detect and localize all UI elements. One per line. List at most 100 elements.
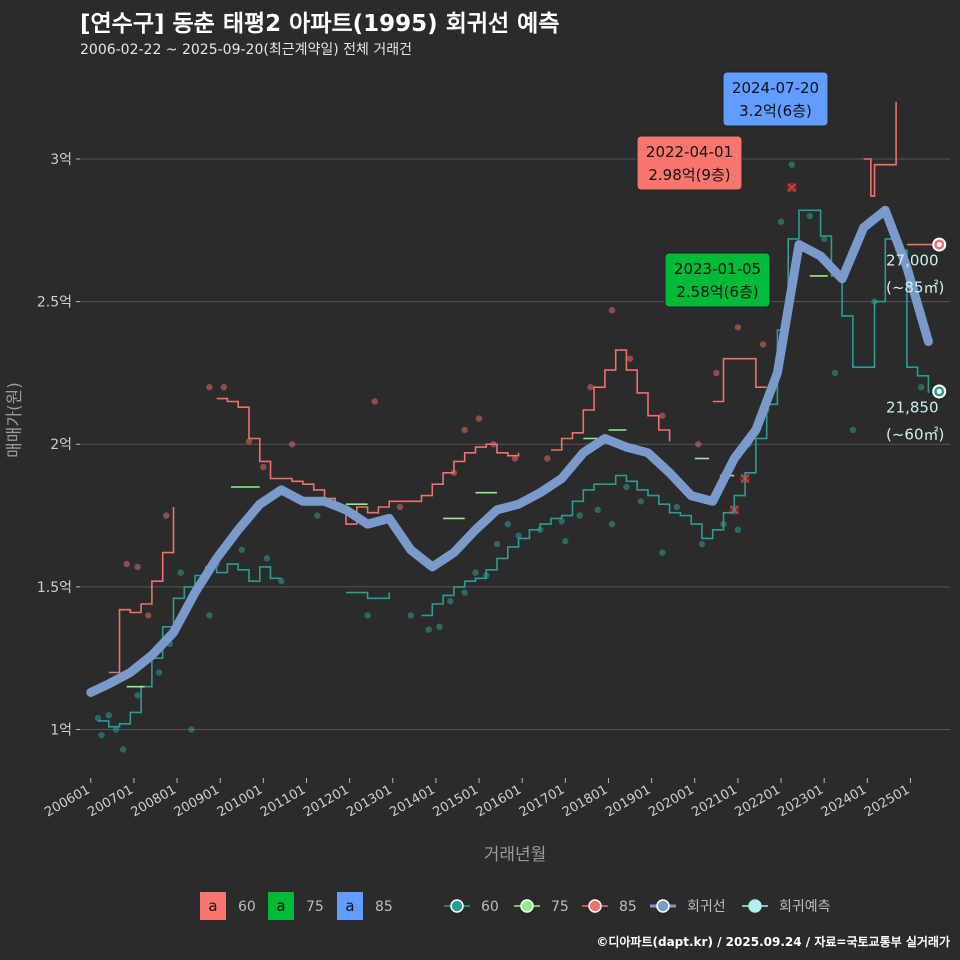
scatter-point-60 [493,540,501,548]
scatter-point-85 [245,438,253,445]
y-tick-label: 1.5억 [37,580,72,596]
legend-marker-s75 [520,899,534,913]
x-tick-label: 202001 [646,782,696,820]
y-tick-label: 2.5억 [37,295,72,311]
scatter-point-60 [238,546,245,553]
scatter-point-60 [112,726,120,733]
chart-subtitle: 2006-02-22 ~ 2025-09-20(최근계약일) 전체 거래건 [80,42,412,58]
scatter-point-60 [425,626,432,633]
legend-box-label: 75 [306,899,324,915]
scatter-point-60 [364,612,371,619]
scatter-point-85 [220,383,228,391]
x-tick-label: 201901 [603,782,653,820]
legend-marker-forecast [748,899,762,913]
legend-line-label: 85 [619,899,637,915]
scatter-point-60 [608,520,616,528]
scatter-point-60 [98,732,105,739]
scatter-point-60 [820,235,828,243]
forecast-area: (~60㎡) [886,425,944,443]
scatter-point-60 [734,526,742,534]
scatter-point-60 [576,512,583,519]
legend-line-label: 60 [481,899,499,915]
scatter-point-60 [673,503,680,511]
annotation-value: 2.58억(6층) [676,283,758,301]
scatter-point-60 [806,212,813,220]
scatter-point-60 [94,714,102,722]
x-tick-label: 202301 [776,782,826,820]
legend-box-75 [268,892,294,920]
series-line-85 [551,349,671,451]
x-tick-label: 202501 [862,782,912,820]
scatter-point-85 [288,441,296,448]
y-axis-title: 매매가(원) [5,382,25,458]
scatter-point-85 [371,398,378,405]
scatter-point-60 [698,540,706,548]
x-tick-label: 201001 [215,782,265,820]
scatter-point-60 [436,623,443,631]
x-tick-label: 201301 [344,782,394,820]
scatter-point-85 [544,455,551,462]
scatter-point-85 [759,341,767,348]
legend-box-60 [200,892,226,920]
annotation-box [636,135,743,191]
series-line-60 [98,563,282,728]
scatter-point-85 [163,512,170,519]
scatter-point-85 [608,306,616,314]
scatter-point-60 [659,549,666,556]
scatter-point-60 [407,612,414,619]
scatter-point-85 [587,383,594,391]
scatter-point-60 [278,577,285,585]
x-tick-label: 200901 [172,782,222,820]
forecast-amount: 27,000 [886,252,939,270]
scatter-point-60 [461,589,468,596]
x-tick-label: 200601 [42,782,92,820]
scatter-point-85 [659,412,666,419]
x-tick-label: 200701 [85,782,135,820]
scatter-point-85 [734,324,742,331]
scatter-point-60 [594,506,601,514]
scatter-point-60 [119,746,127,753]
x-tick-label: 201601 [474,782,524,820]
source-caption: ©디아파트(dapt.kr) / 2025.09.24 / 자료=국토교통부 실… [596,935,950,949]
scatter-point-60 [206,612,213,619]
x-axis-title: 거래년월 [484,845,547,865]
annotation-value: 3.2억(6층) [739,102,812,120]
scatter-point-85 [206,383,213,391]
legend-marker-s85 [588,899,602,913]
scatter-point-85 [475,415,483,422]
x-tick-label: 202401 [819,782,869,820]
legend-line-label: 회귀선 [687,899,726,915]
legend-box-label: 85 [375,899,393,915]
annotation-date: 2023-01-05 [674,260,761,278]
x-tick-label: 200801 [129,782,179,820]
series-line-85 [108,507,175,674]
scatter-point-60 [504,520,512,528]
scatter-point-60 [134,692,141,699]
scatter-point-85 [626,355,634,362]
scatter-point-85 [134,563,141,571]
scatter-point-60 [447,597,454,605]
annotation-box [664,252,771,308]
scatter-point-60 [177,569,184,576]
legend-box-85 [337,892,363,920]
scatter-point-60 [263,555,271,562]
annotation-value: 2.98억(9층) [648,166,730,184]
scatter-point-60 [849,426,857,434]
x-tick-label: 201201 [301,782,351,820]
series-line-85 [863,101,897,197]
scatter-point-85 [123,560,130,568]
scatter-point-60 [831,369,839,377]
scatter-point-85 [260,463,267,471]
series-line-60 [421,209,930,617]
scatter-point-60 [472,569,479,576]
legend-box-glyph: a [276,897,285,915]
legend-box-glyph: a [208,897,217,915]
x-tick-label: 201501 [431,782,481,820]
annotation-date: 2024-07-20 [732,79,819,97]
scatter-point-85 [695,441,702,448]
regression-line [86,205,933,697]
scatter-point-85 [396,503,404,511]
scatter-point-60 [515,532,522,539]
